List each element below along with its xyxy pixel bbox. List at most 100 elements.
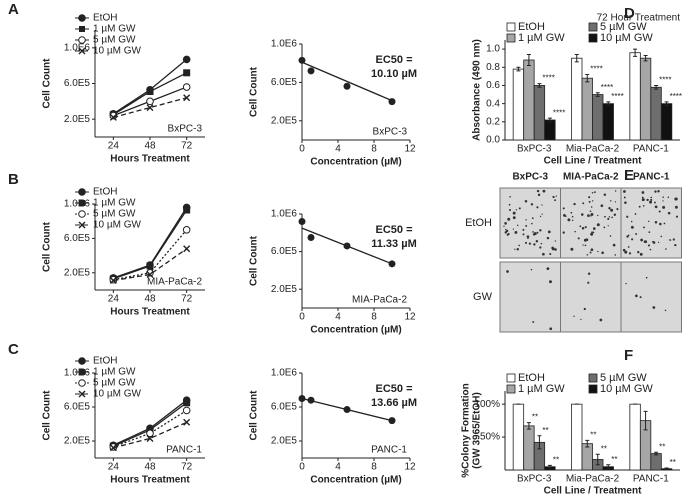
y-axis-label: Cell Count (249, 235, 260, 286)
x-tick-label: 24 (108, 294, 120, 305)
legend-label: 5 µM GW (93, 378, 136, 389)
colony-dot (604, 215, 606, 218)
x-axis-label: Hours Treatment (110, 475, 190, 486)
colony-dot (512, 228, 514, 230)
y-tick-label: 1.0E6 (271, 368, 298, 379)
point (307, 234, 315, 241)
legend-marker (79, 200, 85, 206)
colony-dot (503, 225, 505, 227)
y-tick-label: 6.0E5 (271, 402, 298, 413)
colony-dot (571, 219, 574, 222)
colony-dot (623, 190, 626, 193)
colony-dot (532, 321, 535, 324)
point (388, 417, 396, 425)
colony-dot (537, 193, 541, 197)
y-axis-label: Cell Count (42, 390, 53, 441)
y-tick-label: 6.0E5 (64, 78, 91, 89)
colony-dot (541, 204, 543, 206)
bar (512, 68, 525, 141)
colony-dot (536, 189, 540, 193)
x-tick-label: 72 (181, 294, 193, 305)
colony-dot (593, 191, 596, 194)
colony-dot (611, 216, 613, 219)
y-tick-label: 1.0E6 (64, 368, 91, 379)
marker (183, 418, 191, 426)
x-tick-label: PANC-1 (633, 474, 669, 485)
legend-label: 10 µM GW (93, 389, 142, 400)
colony-dot (579, 225, 582, 228)
legend-marker (79, 26, 85, 32)
colony-dot (541, 213, 543, 215)
error-bar (664, 101, 669, 106)
point (298, 56, 306, 64)
colony-dot (584, 226, 587, 229)
legend-marker (78, 47, 86, 55)
legend-label: 1 µM GW (518, 32, 565, 44)
marker (183, 206, 191, 214)
error-bar (516, 66, 521, 72)
panel-label: C (8, 341, 19, 358)
colony-dot (516, 224, 519, 227)
colony-dot (639, 296, 642, 299)
x-axis-label: Concentration (µM) (310, 325, 401, 336)
colony-dot (574, 230, 576, 233)
column-header: MIA-PaCa-2 (563, 172, 619, 183)
marker (183, 245, 191, 253)
x-tick-label: BxPC-3 (517, 144, 552, 155)
colony-dot (614, 190, 617, 192)
colony-dot (530, 268, 533, 271)
colony-dot (597, 214, 599, 217)
well-image (620, 261, 682, 333)
colony-dot (552, 195, 555, 199)
legend-swatch (588, 33, 598, 43)
colony-dot (667, 196, 670, 199)
colony-dot (612, 243, 616, 247)
colony-dot (672, 238, 675, 241)
colony-dot (549, 280, 552, 284)
colony-dot (647, 244, 651, 247)
colony-dot (555, 195, 557, 197)
marker (109, 444, 117, 452)
colony-dot (665, 248, 667, 250)
colony-dot (642, 205, 645, 207)
significance: ** (590, 430, 596, 439)
legend-label: EtOH (93, 13, 117, 24)
legend-swatch (506, 373, 516, 383)
legend-marker (78, 357, 86, 365)
significance: ** (601, 444, 607, 453)
legend-label: 1 µM GW (93, 198, 136, 209)
colony-dot (505, 228, 507, 231)
x-axis-label: Cell Line / Treatment (544, 486, 642, 497)
colony-dot (641, 196, 644, 199)
well-image (560, 261, 622, 333)
error-bar (606, 464, 611, 470)
colony-dot (546, 236, 550, 240)
colony-dot (533, 243, 536, 246)
colony-dot (626, 235, 629, 238)
bar (581, 77, 593, 141)
significance: ** (542, 426, 548, 435)
bar (650, 453, 662, 471)
colony-dot (508, 209, 512, 212)
x-tick-label: 0 (299, 144, 305, 155)
y-tick-label: 0.8 (486, 62, 500, 73)
colony-dot (659, 222, 662, 226)
legend-label: 1 µM GW (518, 383, 565, 395)
colony-dot (641, 198, 645, 202)
legend-label: EtOH (518, 372, 545, 384)
colony-dot (512, 216, 516, 220)
colony-dot (667, 211, 671, 215)
panel-label: D (624, 5, 635, 22)
x-tick-label: 12 (404, 144, 416, 155)
x-tick-label: 48 (144, 294, 156, 305)
colony-dot (531, 222, 533, 225)
legend-label: 1 µM GW (93, 367, 136, 378)
ec50-value: 11.33 µM (371, 238, 416, 250)
x-axis-label: Hours Treatment (110, 307, 190, 318)
legend-marker (79, 369, 85, 375)
colony-dot (508, 203, 511, 206)
bar (512, 403, 525, 471)
colony-dot (586, 254, 589, 256)
colony-dot (532, 231, 534, 233)
colony-dot (573, 315, 575, 318)
